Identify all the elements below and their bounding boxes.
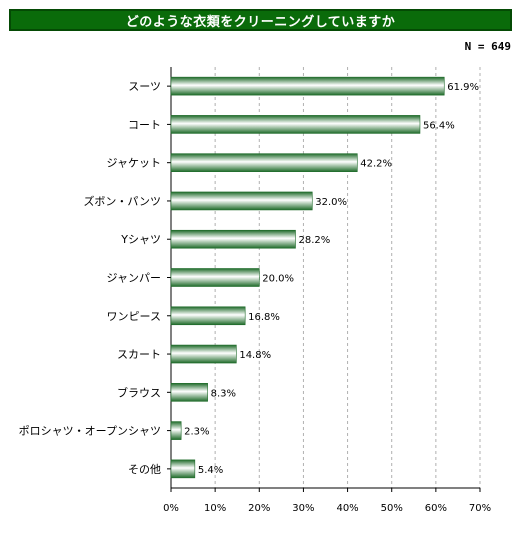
bar [170,229,296,249]
value-label: 14.8% [239,350,271,361]
bar [170,153,358,172]
value-label: 2.3% [184,427,209,438]
value-label: 61.9% [447,82,479,93]
value-label: 8.3% [211,388,236,399]
category-label: ズボン・パンツ [83,194,161,208]
x-tick-label: 50% [381,503,403,514]
bar [170,76,445,96]
bar [170,383,208,402]
x-tick-label: 10% [204,503,226,514]
value-label: 42.2% [360,159,392,170]
sample-size-label: N = 649 [464,40,511,53]
category-label: その他 [128,463,161,476]
category-label: ワンピース [107,310,161,323]
bar [170,306,246,326]
category-label: コート [128,118,161,131]
bar [170,459,196,479]
value-label: 32.0% [315,197,347,208]
value-label: 5.4% [198,465,223,476]
x-tick-label: 0% [163,503,179,514]
value-label: 28.2% [298,235,330,246]
x-tick-label: 30% [292,503,314,514]
category-label: ポロシャツ・オープンシャツ [19,425,161,438]
bar [170,344,237,364]
category-label: Yシャツ [120,233,161,246]
x-tick-label: 40% [336,503,358,514]
x-tick-label: 20% [248,503,270,514]
category-label: ブラウス [117,385,161,399]
value-label: 20.0% [262,274,294,285]
bar [170,421,182,440]
bar [170,191,313,211]
x-tick-label: 70% [469,503,491,514]
bar [170,115,421,134]
category-label: スカート [117,348,161,361]
x-tick-label: 60% [425,503,447,514]
bars [170,76,445,479]
category-label: ジャンパー [107,272,161,285]
bar [170,268,260,287]
chart-title: どのような衣類をクリーニングしていますか [9,9,512,31]
value-label: 16.8% [248,312,280,323]
category-label: スーツ [128,80,161,93]
labels: 0% 10% 20% 30% 40% 50% 60% 70% スーツ 61.9% コート 56.4% ジ… [19,80,491,514]
category-label: ジャケット [107,157,161,170]
value-label: 56.4% [423,120,455,131]
